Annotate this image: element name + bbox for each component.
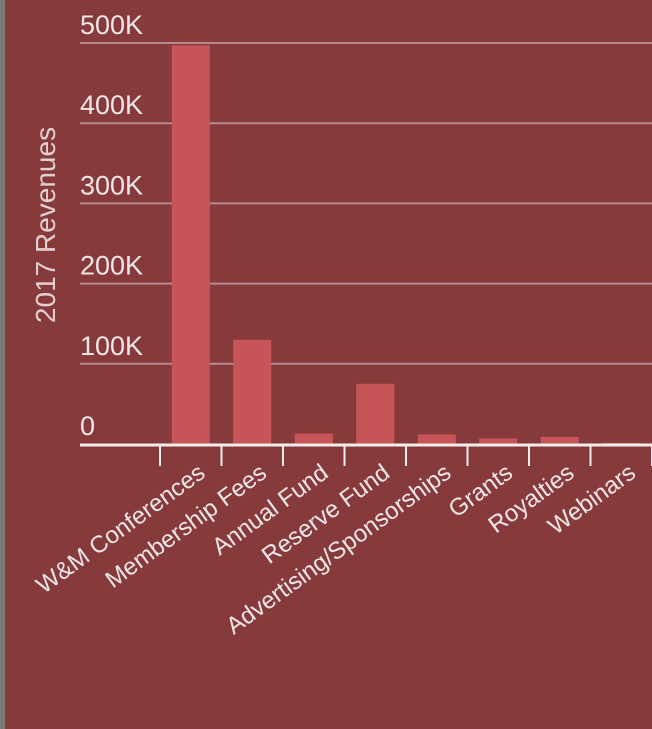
bar [171, 45, 210, 444]
bar [294, 433, 333, 444]
bar [233, 339, 272, 444]
y-tick-label: 400K [80, 90, 143, 120]
bar [540, 436, 579, 444]
left-edge-border [0, 0, 5, 729]
x-axis [80, 443, 652, 466]
bars [171, 45, 641, 444]
bar [479, 438, 518, 444]
bar [417, 434, 456, 444]
y-tick-label: 100K [80, 331, 143, 361]
y-tick-labels: 0 100K 200K 300K 400K 500K [80, 10, 143, 441]
bar [356, 383, 395, 444]
y-axis-title: 2017 Revenues [30, 127, 61, 323]
y-tick-label: 500K [80, 10, 143, 40]
gridlines [80, 42, 652, 365]
bar [602, 442, 641, 444]
y-tick-label: 0 [80, 411, 95, 441]
y-tick-label: 200K [80, 251, 143, 281]
y-tick-label: 300K [80, 170, 143, 200]
